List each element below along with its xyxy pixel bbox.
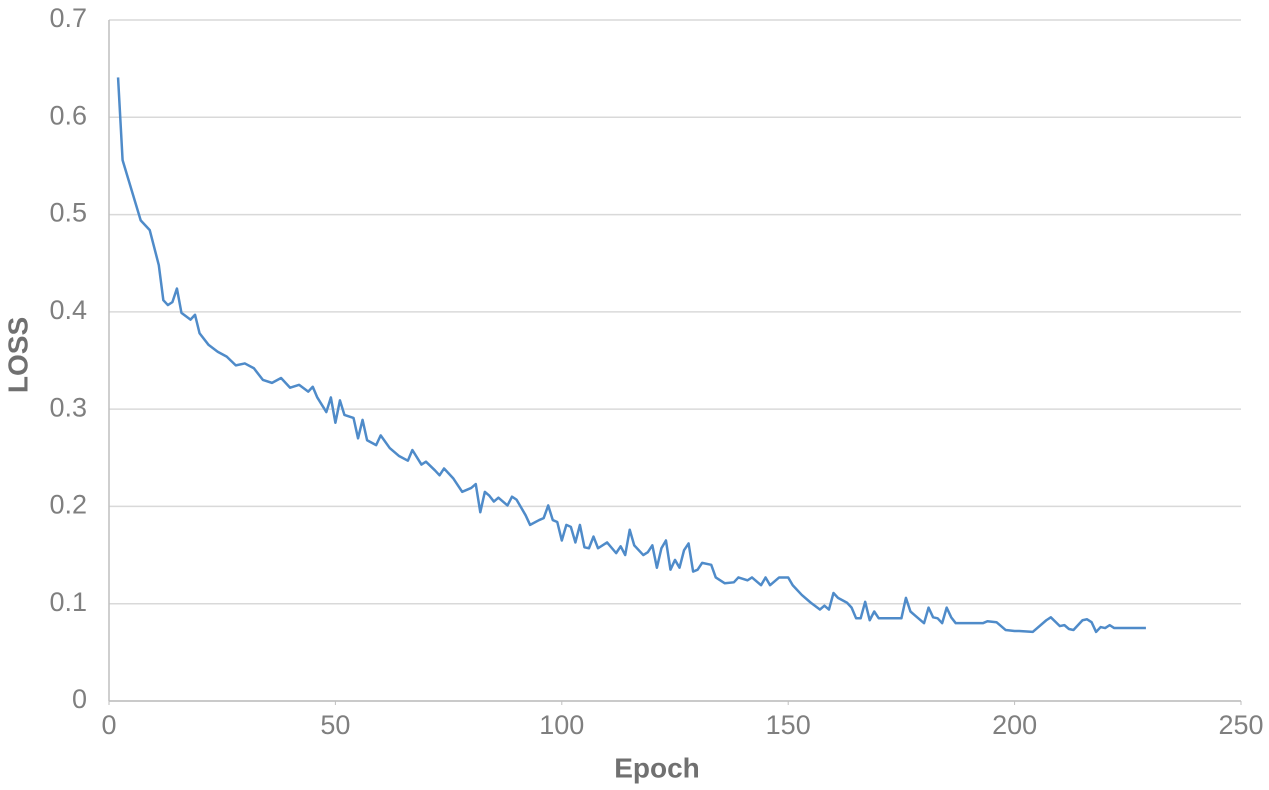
x-axis-title: Epoch — [614, 752, 700, 783]
y-tick-label: 0.2 — [49, 490, 87, 520]
y-tick-label: 0.7 — [49, 3, 87, 33]
x-tick-label: 50 — [320, 710, 350, 740]
y-tick-label: 0.1 — [49, 587, 87, 617]
loss-line — [116, 77, 1146, 634]
y-tick-label: 0.6 — [49, 100, 87, 130]
x-tick-label: 0 — [101, 710, 116, 740]
y-tick-label: 0 — [72, 684, 87, 714]
y-axis-title: LOSS — [2, 317, 33, 393]
y-tick-label: 0.5 — [49, 198, 87, 228]
x-tick-label: 250 — [1218, 710, 1263, 740]
x-tick-label: 150 — [766, 710, 811, 740]
y-tick-label: 0.3 — [49, 392, 87, 422]
x-tick-label: 200 — [992, 710, 1037, 740]
x-tick-label: 100 — [539, 710, 584, 740]
y-tick-label: 0.4 — [49, 295, 87, 325]
